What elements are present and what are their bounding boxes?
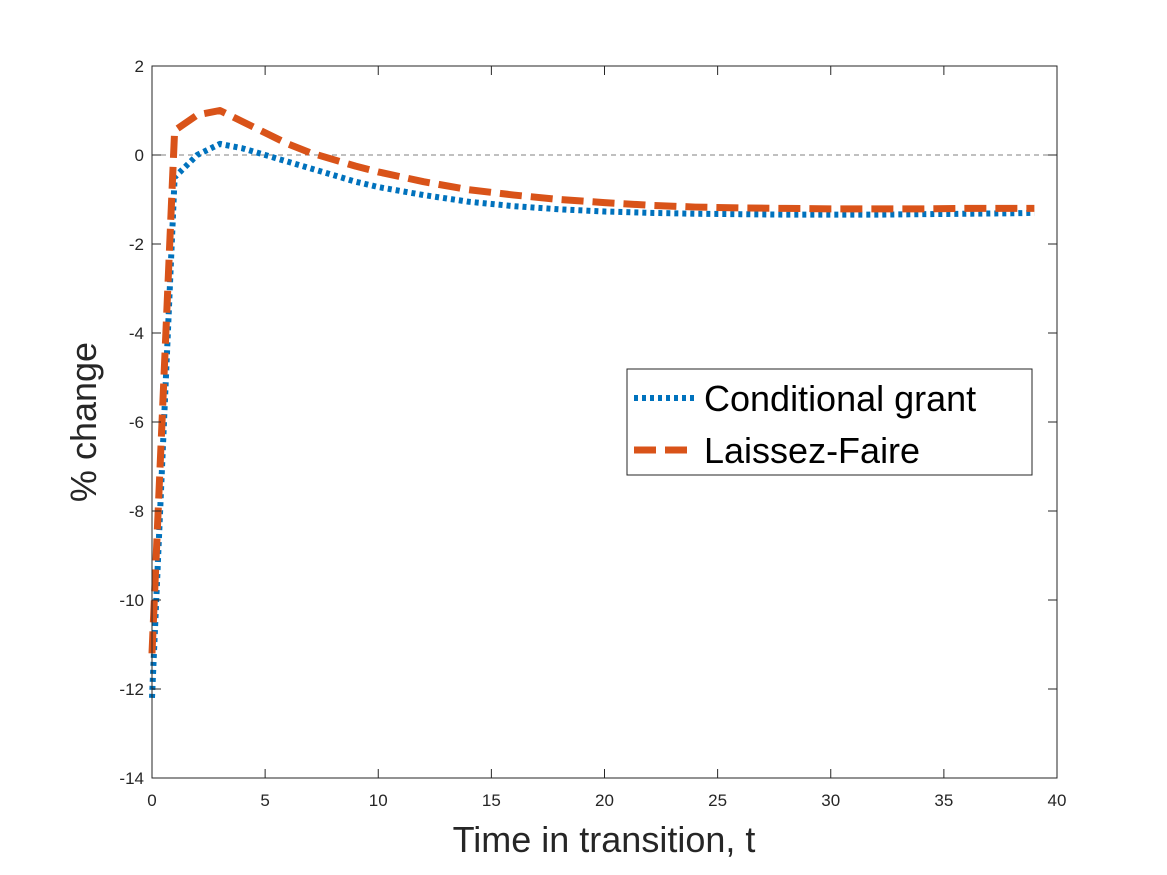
x-tick-label: 30 xyxy=(821,791,840,810)
y-tick-label: 2 xyxy=(135,57,144,76)
legend-label-laissez-faire: Laissez-Faire xyxy=(704,430,920,471)
series-line-conditional-grant xyxy=(149,140,1035,699)
y-tick-label: -4 xyxy=(129,324,144,343)
x-tick-label: 0 xyxy=(147,791,156,810)
y-axis-label: % change xyxy=(63,342,104,502)
y-tick-label: -6 xyxy=(129,413,144,432)
x-tick-label: 25 xyxy=(708,791,727,810)
legend-box xyxy=(626,368,1033,476)
x-tick-label: 15 xyxy=(482,791,501,810)
x-tick-label: 5 xyxy=(260,791,269,810)
legend: Conditional grant Laissez-Faire xyxy=(626,368,1033,476)
y-tick-label: -12 xyxy=(119,680,144,699)
x-tick-label: 40 xyxy=(1048,791,1067,810)
x-tick-label: 10 xyxy=(369,791,388,810)
y-tick-label: -10 xyxy=(119,591,144,610)
y-tick-label: -8 xyxy=(129,502,144,521)
x-tick-label: 20 xyxy=(595,791,614,810)
y-tick-label: -14 xyxy=(119,769,144,788)
y-tick-label: 0 xyxy=(135,146,144,165)
y-tick-label: -2 xyxy=(129,235,144,254)
x-axis-label: Time in transition, t xyxy=(453,819,756,860)
legend-label-conditional-grant: Conditional grant xyxy=(704,378,976,419)
series-line-laissez-faire xyxy=(148,107,1035,654)
x-tick-label: 35 xyxy=(934,791,953,810)
